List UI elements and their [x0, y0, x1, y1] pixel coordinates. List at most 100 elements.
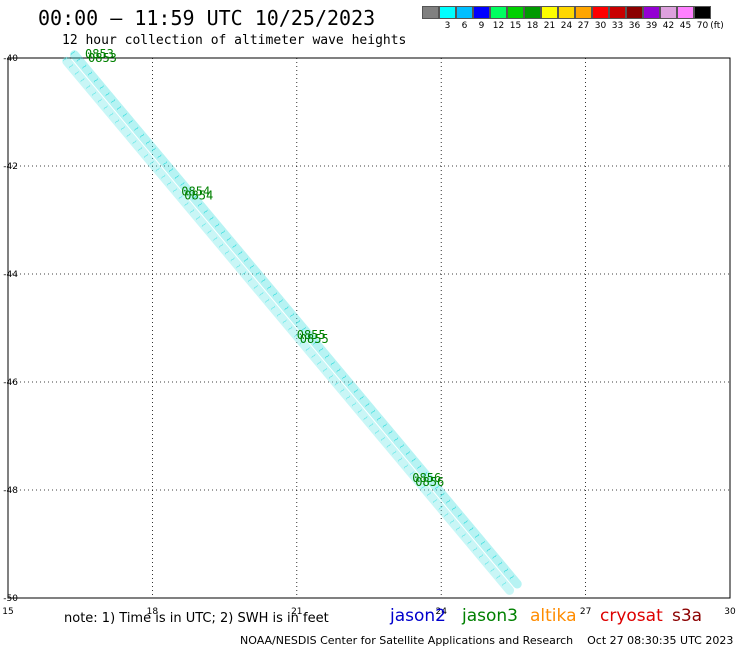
x-tick-label: 18	[147, 607, 159, 617]
track-glyph: ∼	[279, 316, 290, 327]
track-glyph: ∼	[298, 323, 309, 334]
satellite-cryosat: cryosat	[600, 606, 663, 626]
map-frame	[7, 57, 731, 599]
track-glyph: ∼	[350, 385, 361, 396]
track-glyph: ∼	[366, 420, 377, 431]
track-glyph: ∼	[385, 427, 396, 438]
legend-label: 42	[662, 21, 675, 31]
track-glyph: ∼	[506, 572, 517, 583]
track-glyph: ∼	[187, 206, 198, 217]
track-glyph: ∼	[212, 220, 223, 231]
track-glyph: ∼	[200, 206, 211, 217]
track-glyph: ∼	[183, 185, 194, 196]
track-glyph: ∼	[316, 344, 327, 355]
legend-label: 15	[509, 21, 522, 31]
track-glyph: ∼	[345, 379, 356, 390]
track-glyph: ∼	[321, 351, 332, 362]
credit-line: NOAA/NESDIS Center for Satellite Applica…	[240, 634, 734, 647]
track-glyph: ∼	[441, 509, 452, 520]
satellite-jason3: jason3	[462, 606, 518, 626]
track-glyph: ∼	[291, 330, 302, 341]
legend-swatch	[456, 6, 473, 19]
track-glyph: ∼	[100, 102, 111, 113]
track-glyph: ∼	[223, 234, 234, 245]
legend-swatch	[422, 6, 439, 19]
track-glyph: ∼	[229, 241, 240, 252]
legend-label: 36	[628, 21, 641, 31]
track-glyph: ∼	[193, 212, 204, 223]
legend-label: 70	[696, 21, 709, 31]
track-glyph: ∼	[85, 68, 96, 79]
track-glyph: ∼	[152, 164, 163, 175]
time-label: 0855	[300, 332, 329, 346]
x-tick-label: 15	[2, 607, 13, 617]
legend-swatch	[558, 6, 575, 19]
track-glyph: ∼	[308, 350, 319, 361]
track-glyph: ∼	[458, 530, 469, 541]
track-glyph: ∼	[402, 448, 413, 459]
track-glyph: ∼	[96, 82, 107, 93]
legend-swatch	[694, 6, 711, 19]
track-glyph: ∼	[141, 150, 152, 161]
legend-label: 30	[594, 21, 607, 31]
legend-label: 6	[461, 21, 468, 31]
legend-swatch	[626, 6, 643, 19]
track-glyph: ∼	[333, 365, 344, 376]
track-glyph: ∼	[470, 544, 481, 555]
x-tick-label: 27	[580, 607, 591, 617]
track-glyph: ∼	[135, 143, 146, 154]
track-glyph: ∼	[90, 75, 101, 86]
track-glyph: ∼	[244, 275, 255, 286]
track-glyph: ∼	[171, 172, 182, 183]
track-glyph: ∼	[477, 537, 488, 548]
track-glyph: ∼	[420, 468, 431, 479]
track-glyph: ∼	[206, 213, 217, 224]
track-glyph: ∼	[166, 165, 177, 176]
track-glyph: ∼	[437, 489, 448, 500]
track-glyph: ∼	[320, 364, 331, 375]
track-glyph: ∼	[285, 323, 296, 334]
track-values: ∼∼∼∼∼∼∼∼∼∼∼∼∼∼∼∼∼∼∼∼∼∼∼∼∼∼∼∼∼∼∼∼∼∼∼∼∼∼∼∼…	[67, 47, 517, 583]
track-glyph: ∼	[397, 441, 408, 452]
y-tick-label: -48	[3, 486, 18, 496]
track-glyph: ∼	[493, 571, 504, 582]
time-label: 0853	[88, 51, 117, 65]
track-glyph: ∼	[337, 385, 348, 396]
legend-label: 3	[444, 21, 451, 31]
track-glyph: ∼	[389, 447, 400, 458]
track-glyph: ∼	[83, 81, 94, 92]
track-glyph: ∼	[154, 151, 165, 162]
y-tick-label: -50	[3, 594, 18, 604]
track-glyph: ∼	[406, 468, 417, 479]
track-glyph: ∼	[146, 157, 157, 168]
track-glyph: ∼	[67, 47, 78, 58]
track-glyph: ∼	[495, 558, 506, 569]
legend-swatch	[473, 6, 490, 19]
track-glyph: ∼	[273, 309, 284, 320]
track-band	[69, 50, 522, 589]
track-glyph: ∼	[379, 420, 390, 431]
track-glyph: ∼	[250, 281, 261, 292]
track-glyph: ∼	[431, 482, 442, 493]
track-glyph: ∼	[148, 144, 159, 155]
track-glyph: ∼	[189, 192, 200, 203]
y-tick-label: -42	[3, 162, 18, 172]
track-glyph: ∼	[435, 502, 446, 513]
track-glyph: ∼	[356, 392, 367, 403]
track-glyph: ∼	[362, 399, 373, 410]
track-glyph: ∼	[269, 289, 280, 300]
track-glyph: ∼	[89, 88, 100, 99]
track-glyph: ∼	[73, 54, 84, 65]
track-glyph: ∼	[343, 392, 354, 403]
track-glyph: ∼	[262, 295, 273, 306]
track-glyph: ∼	[372, 426, 383, 437]
time-label: 0856	[412, 471, 441, 485]
legend-swatch	[677, 6, 694, 19]
track-glyph: ∼	[483, 544, 494, 555]
track-glyph: ∼	[233, 261, 244, 272]
legend-swatches	[422, 6, 711, 19]
track-glyph: ∼	[129, 137, 140, 148]
track-glyph: ∼	[429, 495, 440, 506]
track-glyph: ∼	[119, 109, 130, 120]
